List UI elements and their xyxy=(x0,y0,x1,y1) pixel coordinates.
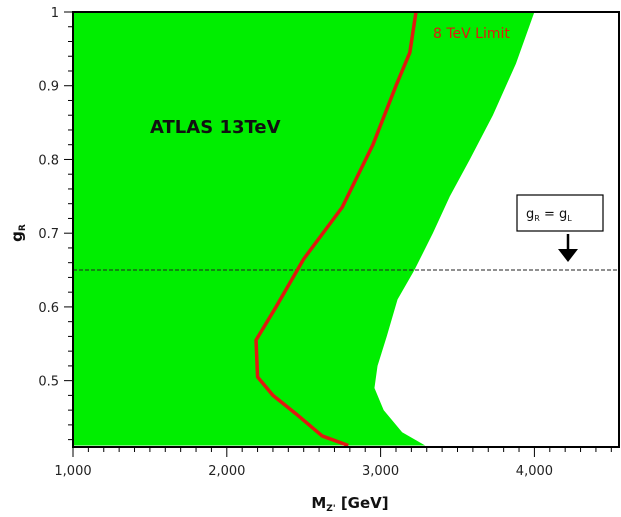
reference-label-box xyxy=(516,194,604,232)
down-arrow-icon xyxy=(558,234,578,262)
y-tick-label: 0.9 xyxy=(38,80,59,95)
excluded-region xyxy=(73,12,535,446)
chart-annotation-title: ATLAS 13TeV xyxy=(150,117,281,138)
series-line-0 xyxy=(254,11,418,448)
axis-ticks: 1,000 2,000 3,000 4,000 0.5 0.6 0.7 0.8 0.9 1 xyxy=(38,6,612,479)
x-tick-label: 2,000 xyxy=(208,464,245,479)
x-tick-label: 1,000 xyxy=(54,464,91,479)
x-tick-label: 4,000 xyxy=(516,464,553,479)
y-tick-label: 0.6 xyxy=(38,301,59,316)
x-axis-title: MZ' [GeV] xyxy=(311,494,388,514)
y-tick-label: 0.5 xyxy=(38,375,59,390)
y-tick-label: 0.7 xyxy=(38,227,59,242)
y-axis-title: gR xyxy=(8,224,28,242)
reference-label-text: gR = gL xyxy=(526,207,572,223)
plot-area xyxy=(73,11,619,448)
y-tick-label: 1 xyxy=(51,6,59,21)
y-tick-label: 0.8 xyxy=(38,153,59,168)
plot-frame xyxy=(72,11,620,448)
series-label-8tev: 8 TeV Limit xyxy=(433,26,510,42)
x-tick-label: 3,000 xyxy=(362,464,399,479)
reference-line-label: gR = gL xyxy=(516,194,604,232)
